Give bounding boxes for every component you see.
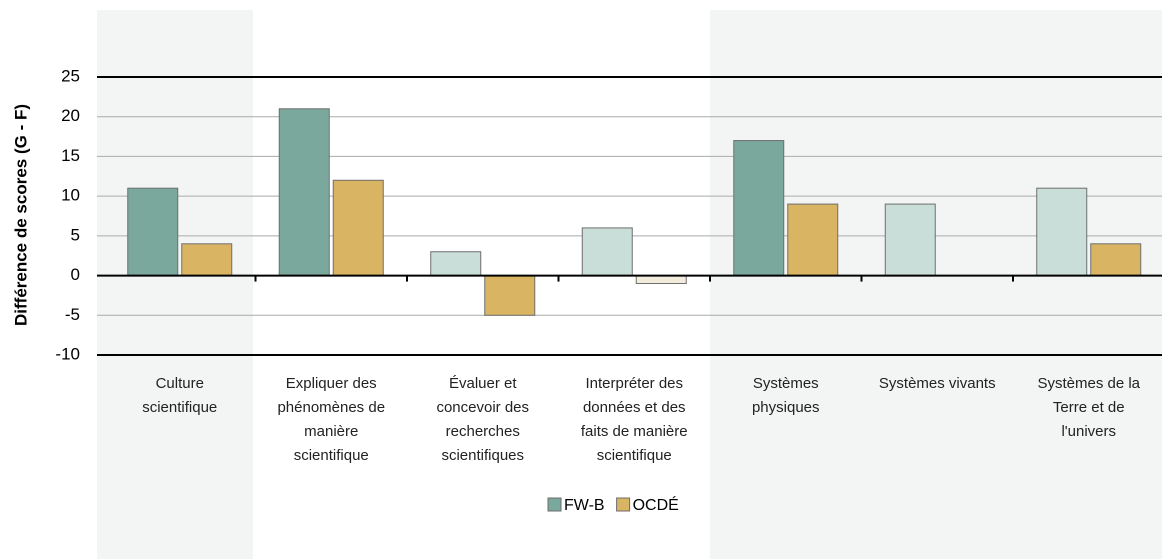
- bar: [581, 227, 633, 277]
- bar: [278, 108, 330, 277]
- bar: [127, 187, 179, 277]
- y-tick-label: -5: [65, 305, 80, 324]
- y-tick-label: 20: [61, 106, 80, 125]
- legend-label: FW-B: [564, 497, 605, 514]
- bar: [1036, 187, 1088, 277]
- x-tick-label: Culture scientifique: [142, 375, 218, 416]
- y-tick-label: 25: [61, 66, 80, 85]
- legend-swatch: [547, 497, 562, 512]
- x-tick-label: Systèmes physiques: [751, 375, 820, 416]
- legend-swatch: [616, 497, 631, 512]
- y-tick-label: -10: [55, 344, 80, 363]
- bar: [1090, 243, 1142, 277]
- x-tick-label: Interpréter des données et des faits de …: [580, 375, 688, 464]
- bar: [884, 203, 936, 277]
- y-axis-label: Différence de scores (G - F): [11, 104, 30, 326]
- y-tick-label: 0: [71, 265, 80, 284]
- x-tick-label: Évaluer et concevoir des recherches scie…: [436, 375, 530, 464]
- bar: [181, 243, 233, 277]
- legend-label: OCDÉ: [633, 495, 679, 514]
- x-tick-label: Expliquer des phénomènes de manière scie…: [277, 375, 386, 464]
- bar: [787, 203, 839, 277]
- x-tick-label: Systèmes vivants: [878, 375, 996, 392]
- y-tick-label: 10: [61, 186, 80, 205]
- x-tick-label: Systèmes de la Terre et de l'univers: [1037, 375, 1141, 440]
- panel-bg: [97, 10, 253, 559]
- bar: [430, 251, 482, 277]
- y-tick-label: 5: [71, 225, 80, 244]
- bar: [332, 179, 384, 277]
- bar: [733, 140, 785, 277]
- panel-bg: [710, 10, 1162, 559]
- y-tick-label: 15: [61, 146, 80, 165]
- bar: [484, 275, 536, 316]
- bar: [635, 275, 687, 285]
